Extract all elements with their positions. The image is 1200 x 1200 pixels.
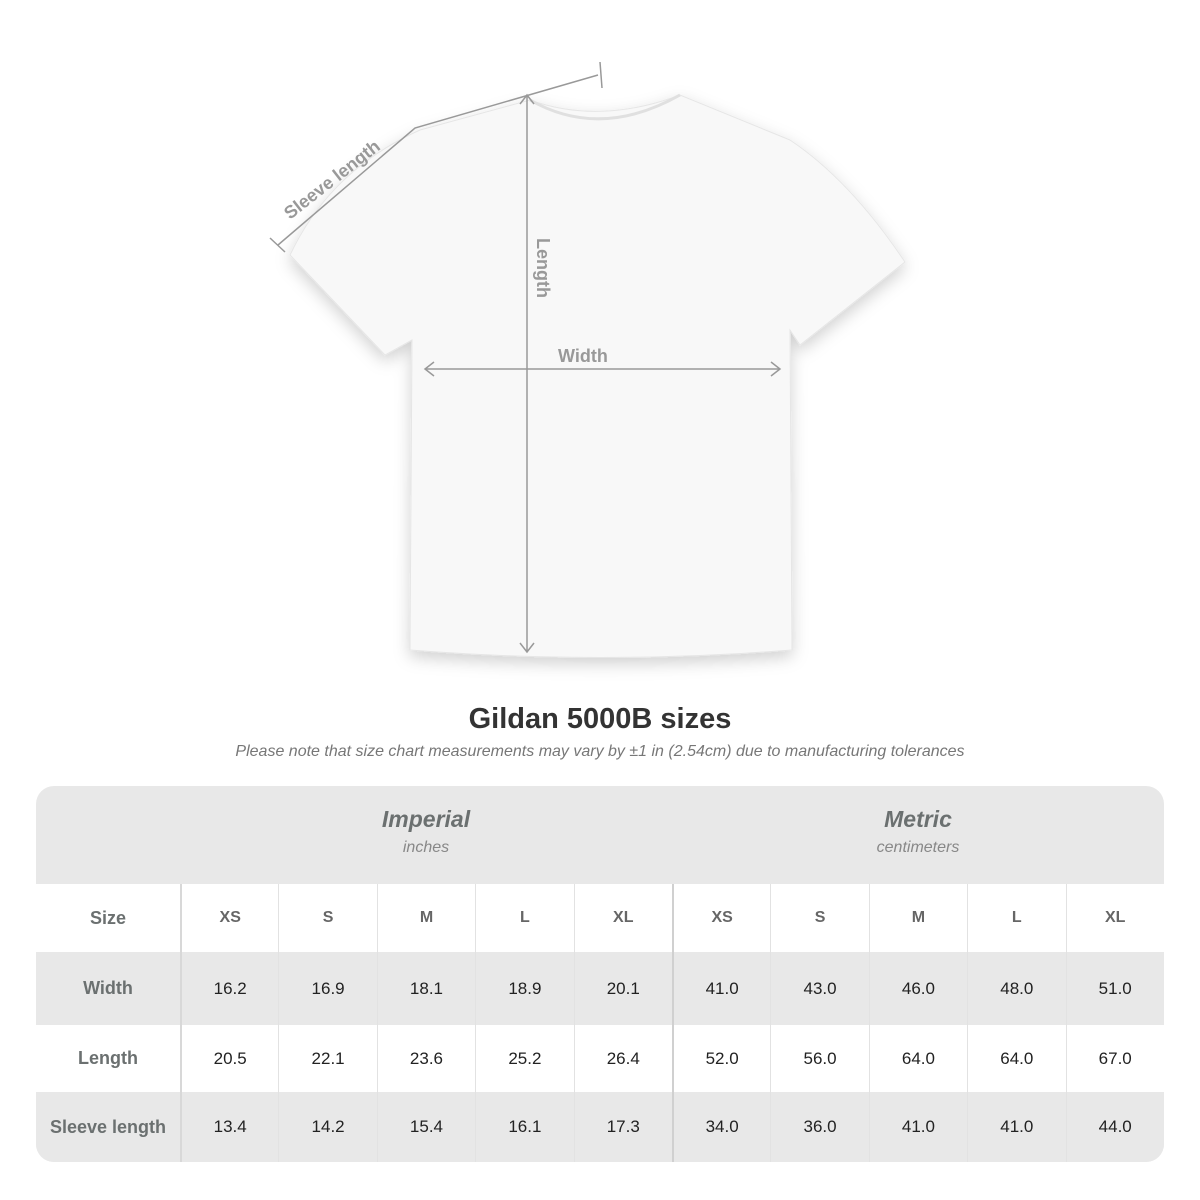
table-cell: 26.4 bbox=[573, 1025, 672, 1092]
size-header-row: Size XS S M L XL XS S M L XL bbox=[36, 884, 1164, 952]
table-cell: 14.2 bbox=[278, 1092, 376, 1162]
table-cell: 16.2 bbox=[180, 952, 278, 1025]
table-cell: 16.1 bbox=[475, 1092, 573, 1162]
table-cell: 36.0 bbox=[770, 1092, 868, 1162]
size-header: XS bbox=[671, 884, 770, 952]
imperial-unit: inches bbox=[402, 839, 450, 856]
table-cell: 56.0 bbox=[770, 1025, 868, 1092]
metric-title: Metric bbox=[884, 806, 952, 832]
table-cell: 41.0 bbox=[868, 1092, 967, 1162]
row-label: Sleeve length bbox=[49, 1116, 167, 1137]
size-table: Imperial inches Metric centimeters Size X… bbox=[36, 786, 1164, 1162]
measure-lines bbox=[269, 61, 782, 654]
table-cell: 48.0 bbox=[967, 952, 1065, 1025]
table-cell: 16.9 bbox=[278, 952, 376, 1025]
size-header: L bbox=[475, 884, 573, 952]
table-cell: 13.4 bbox=[180, 1092, 278, 1162]
tshirt-shape bbox=[289, 94, 906, 658]
table-cell: 34.0 bbox=[671, 1092, 770, 1162]
table-cell: 25.2 bbox=[475, 1025, 573, 1092]
size-header: L bbox=[967, 884, 1065, 952]
row-label: Width bbox=[83, 978, 133, 998]
table-cell: 46.0 bbox=[868, 952, 967, 1025]
table-cell: 41.0 bbox=[967, 1092, 1065, 1162]
table-cell: 15.4 bbox=[376, 1092, 475, 1162]
table-cell: 20.1 bbox=[573, 952, 672, 1025]
table-row: Width 16.2 16.9 18.1 18.9 20.1 41.0 43.0 46.0 48.… bbox=[36, 952, 1164, 1025]
imperial-title: Imperial bbox=[381, 806, 471, 832]
page-title: Gildan 5000B sizes bbox=[468, 703, 732, 735]
table-cell: 52.0 bbox=[671, 1025, 770, 1092]
size-header: XL bbox=[1065, 884, 1164, 952]
tolerance-note: Please note that size chart measurements… bbox=[235, 743, 965, 760]
size-header: S bbox=[770, 884, 868, 952]
size-header: M bbox=[868, 884, 967, 952]
row-label: Size bbox=[89, 907, 127, 928]
table-cell: 17.3 bbox=[573, 1092, 672, 1162]
table-cell: 23.6 bbox=[376, 1025, 475, 1092]
table-cell: 41.0 bbox=[671, 952, 770, 1025]
table-cell: 20.5 bbox=[180, 1025, 278, 1092]
table-cell: 18.9 bbox=[475, 952, 573, 1025]
row-label: Length bbox=[78, 1048, 138, 1068]
size-header: S bbox=[278, 884, 376, 952]
tshirt-diagram: Sleeve length Length Width bbox=[269, 61, 906, 658]
imperial-header: Imperial inches bbox=[180, 786, 672, 884]
size-header: M bbox=[376, 884, 475, 952]
table-cell: 18.1 bbox=[376, 952, 475, 1025]
table-cell: 51.0 bbox=[1065, 952, 1164, 1025]
size-header: XS bbox=[180, 884, 278, 952]
table-cell: 43.0 bbox=[770, 952, 868, 1025]
length-label: Length bbox=[533, 238, 553, 298]
size-header: XL bbox=[573, 884, 672, 952]
table-cell: 64.0 bbox=[967, 1025, 1065, 1092]
table-row: Sleeve length 13.4 14.2 15.4 16.1 17.3 34.0 36.… bbox=[36, 1092, 1164, 1162]
metric-header: Metric centimeters bbox=[672, 786, 1164, 884]
table-cell: 67.0 bbox=[1065, 1025, 1164, 1092]
table-cell: 64.0 bbox=[868, 1025, 967, 1092]
table-cell: 22.1 bbox=[278, 1025, 376, 1092]
metric-unit: centimeters bbox=[876, 839, 960, 856]
table-row: Length 20.5 22.1 23.6 25.2 26.4 52.0 56.0 64.0 64… bbox=[36, 1025, 1164, 1092]
table-cell: 44.0 bbox=[1065, 1092, 1164, 1162]
width-label: Width bbox=[558, 346, 608, 366]
